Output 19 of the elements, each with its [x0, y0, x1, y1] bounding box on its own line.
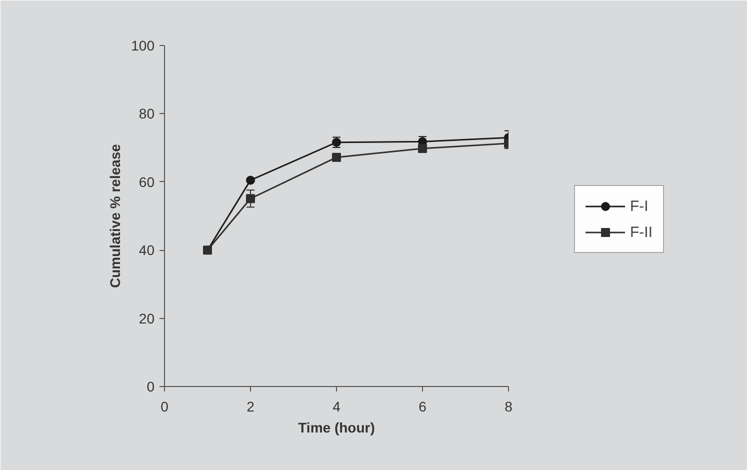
- y-tick-label: 80: [138, 106, 155, 122]
- point: [246, 176, 255, 185]
- y-tick-label: 100: [131, 38, 155, 54]
- x-axis-title: Time (hour): [298, 420, 375, 436]
- point: [246, 194, 255, 204]
- x-tick-label: 6: [418, 398, 427, 414]
- legend-label: F-I: [630, 198, 650, 214]
- y-axis-title: Cumulative % release: [107, 144, 124, 288]
- x-tick-label: 4: [332, 398, 341, 414]
- y-tick-label: 20: [138, 310, 155, 326]
- x-tick-label: 0: [160, 398, 169, 414]
- y-tick-label: 60: [138, 174, 155, 190]
- point: [332, 152, 341, 162]
- x-tick-label: 8: [504, 398, 513, 414]
- legend-label: F-II: [630, 224, 652, 240]
- point: [418, 144, 427, 153]
- y-tick-label: 40: [138, 242, 155, 258]
- x-tick-label: 2: [246, 398, 255, 414]
- y-tick-label: 0: [146, 378, 155, 394]
